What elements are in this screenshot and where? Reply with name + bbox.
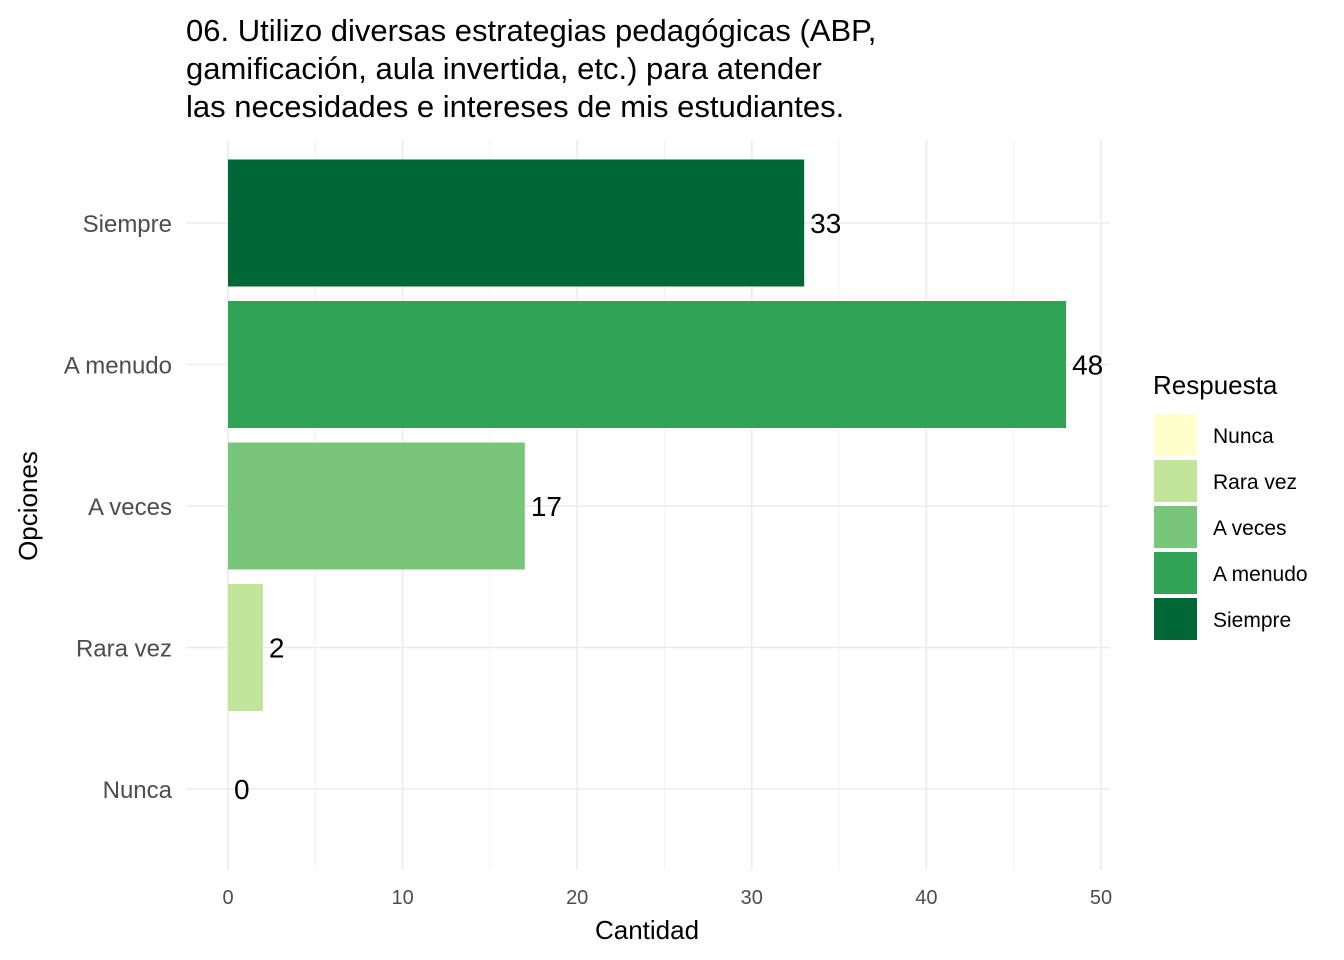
legend: Respuesta Nunca Rara vez A veces A menudo Si… <box>1153 370 1308 640</box>
x-tick-label: 50 <box>1090 887 1112 909</box>
legend-label: A menudo <box>1213 563 1308 586</box>
x-tick-label: 40 <box>915 887 937 909</box>
chart-title-line-3: las necesidades e intereses de mis estud… <box>186 89 845 124</box>
legend-swatch-rara-vez <box>1154 460 1197 502</box>
x-tick-label: 30 <box>741 887 763 909</box>
y-tick-labels: Siempre A menudo A veces Rara vez Nunca <box>64 211 173 804</box>
chart-title-line-2: gamificación, aula invertida, etc.) para… <box>186 51 822 86</box>
y-tick-label: Nunca <box>103 777 173 804</box>
x-axis-title: Cantidad <box>595 915 699 945</box>
value-label: 2 <box>269 633 285 664</box>
legend-label: A veces <box>1213 517 1287 540</box>
legend-swatch-a-menudo <box>1154 552 1197 594</box>
value-label: 33 <box>810 208 841 239</box>
bar-a-menudo <box>228 301 1067 428</box>
y-tick-label: A veces <box>88 494 172 521</box>
bar-a-veces <box>228 442 525 570</box>
y-tick-label: A menudo <box>64 353 172 380</box>
bar-rara-vez <box>228 584 263 711</box>
value-label: 0 <box>234 774 250 805</box>
bars <box>228 159 1067 711</box>
legend-swatch-siempre <box>1154 598 1197 640</box>
x-tick-label: 0 <box>222 887 233 909</box>
chart-title: 06. Utilizo diversas estrategias pedagóg… <box>186 12 1086 126</box>
bar-siempre <box>228 159 805 287</box>
value-label: 17 <box>531 491 562 522</box>
x-tick-labels: 0 10 20 30 40 50 <box>222 887 1112 909</box>
x-tick-label: 10 <box>391 887 413 909</box>
y-axis-title: Opciones <box>13 451 43 561</box>
legend-label: Rara vez <box>1213 471 1297 494</box>
legend-swatch-a-veces <box>1154 506 1197 548</box>
legend-label: Nunca <box>1213 425 1274 448</box>
value-labels: 33 48 17 2 0 <box>234 208 1103 805</box>
legend-label: Siempre <box>1213 609 1291 632</box>
value-label: 48 <box>1072 350 1103 381</box>
x-tick-label: 20 <box>566 887 588 909</box>
legend-swatch-nunca <box>1154 414 1197 456</box>
y-tick-label: Siempre <box>83 211 172 238</box>
chart-title-line-1: 06. Utilizo diversas estrategias pedagóg… <box>186 13 877 48</box>
y-tick-label: Rara vez <box>76 636 172 663</box>
legend-title: Respuesta <box>1153 370 1278 400</box>
